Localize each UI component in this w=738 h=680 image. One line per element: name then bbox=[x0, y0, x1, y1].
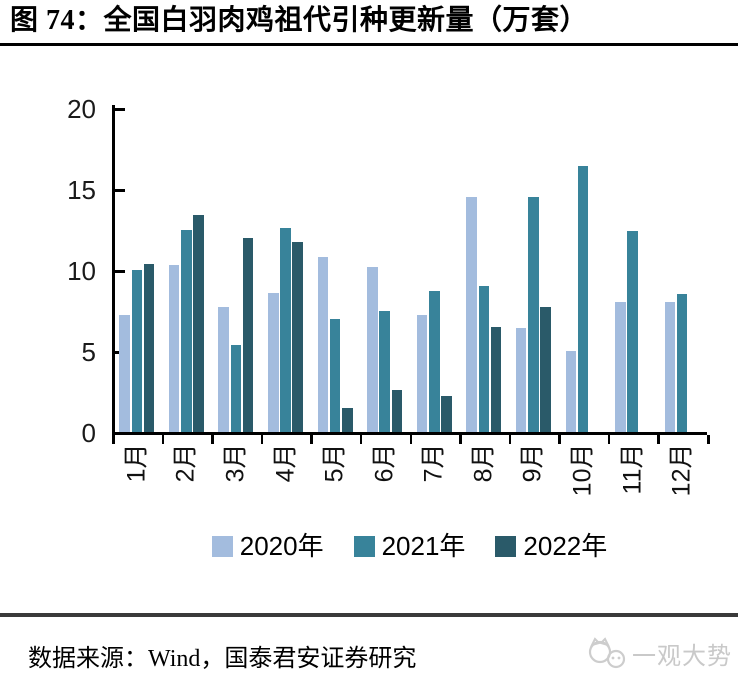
bar bbox=[441, 396, 452, 432]
bar bbox=[143, 263, 155, 432]
bar bbox=[429, 291, 440, 432]
x-axis-tick bbox=[459, 434, 462, 444]
bar bbox=[218, 307, 229, 432]
bar bbox=[242, 237, 254, 432]
bar bbox=[342, 407, 353, 432]
y-axis-line bbox=[112, 105, 115, 435]
x-axis-tick bbox=[707, 434, 710, 444]
watermark: 一观大势 bbox=[586, 636, 732, 671]
y-axis-tick-label: 0 bbox=[81, 418, 96, 448]
x-axis-tick bbox=[558, 434, 561, 444]
bar bbox=[478, 286, 490, 432]
legend-item: 2021年 bbox=[353, 531, 466, 561]
x-axis-category-label: 1月 bbox=[122, 443, 151, 482]
x-axis-tick bbox=[607, 434, 611, 444]
bar bbox=[119, 315, 130, 432]
bar bbox=[627, 231, 638, 432]
x-axis-category-label: 11月 bbox=[618, 443, 647, 494]
legend-item: 2022年 bbox=[495, 533, 607, 559]
bar bbox=[540, 307, 551, 432]
y-axis-tick-label: 10 bbox=[67, 256, 96, 286]
legend-swatch-icon bbox=[353, 535, 375, 557]
legend-swatch-icon bbox=[495, 535, 517, 557]
x-axis-category-label: 10月 bbox=[568, 443, 597, 496]
bar bbox=[615, 302, 626, 432]
footer-divider bbox=[0, 613, 738, 617]
x-axis-tick bbox=[260, 434, 264, 444]
bar bbox=[329, 318, 341, 432]
bar bbox=[466, 197, 477, 432]
legend-label: 2020年 bbox=[239, 531, 324, 561]
bar bbox=[528, 197, 539, 432]
watermark-label: 一观大势 bbox=[632, 644, 732, 670]
bar bbox=[292, 242, 303, 432]
x-axis-category-label: 12月 bbox=[667, 443, 696, 496]
watermark-logo-icon bbox=[588, 636, 626, 668]
legend-item: 2020年 bbox=[211, 531, 324, 561]
bar bbox=[168, 265, 180, 432]
legend-label: 2022年 bbox=[523, 531, 608, 561]
bar bbox=[664, 302, 676, 432]
y-axis-tick bbox=[114, 189, 125, 192]
bar bbox=[230, 344, 242, 432]
x-axis-tick bbox=[161, 434, 165, 444]
bar bbox=[131, 270, 142, 432]
bar bbox=[676, 294, 688, 432]
bar bbox=[391, 389, 403, 432]
x-axis-tick bbox=[112, 434, 115, 444]
x-axis-category-label: 6月 bbox=[370, 443, 399, 482]
x-axis-category-label: 4月 bbox=[271, 443, 300, 482]
bar bbox=[515, 328, 527, 432]
bar bbox=[268, 292, 279, 432]
legend-swatch-icon bbox=[211, 535, 233, 557]
x-axis-category-label: 3月 bbox=[221, 443, 250, 482]
title-divider bbox=[0, 43, 738, 46]
x-axis-tick bbox=[211, 434, 214, 444]
x-axis-category-label: 7月 bbox=[419, 443, 448, 482]
x-axis-category-label: 9月 bbox=[518, 443, 547, 482]
x-axis-line bbox=[112, 432, 707, 435]
bar-chart: 2020年 2021年 2022年 0 5 10 15 20 1月 2月 3月 4月 5月 6月 7月 8月… bbox=[67, 94, 710, 561]
chart-legend: 2020年 2021年 2022年 bbox=[112, 531, 707, 561]
bar bbox=[367, 266, 378, 432]
bar bbox=[577, 166, 589, 432]
x-axis-tick bbox=[657, 434, 660, 444]
bar bbox=[565, 351, 577, 432]
x-axis-category-label: 5月 bbox=[320, 443, 349, 482]
x-axis-category-label: 8月 bbox=[469, 443, 498, 482]
bar bbox=[416, 315, 428, 432]
y-axis-tick-label: 20 bbox=[67, 94, 96, 124]
bar bbox=[181, 229, 192, 432]
bar bbox=[193, 214, 204, 432]
bar bbox=[379, 310, 390, 432]
bar bbox=[280, 227, 291, 432]
y-axis-tick-label: 5 bbox=[81, 337, 96, 367]
legend-label: 2021年 bbox=[381, 531, 466, 561]
source-note: 数据来源：Wind，国泰君安证券研究 bbox=[28, 646, 417, 672]
y-axis-tick-label: 15 bbox=[67, 175, 96, 205]
y-axis-tick bbox=[114, 108, 125, 111]
x-axis-tick bbox=[508, 434, 512, 444]
bar bbox=[317, 257, 329, 432]
x-axis-category-label: 2月 bbox=[171, 443, 200, 482]
y-axis-tick bbox=[114, 270, 125, 273]
x-axis-tick bbox=[359, 434, 363, 444]
x-axis-tick bbox=[310, 434, 313, 444]
bar bbox=[490, 326, 502, 432]
figure-title: 图 74：全国白羽肉鸡祖代引种更新量（万套） bbox=[10, 5, 589, 36]
x-axis-tick bbox=[409, 434, 412, 444]
